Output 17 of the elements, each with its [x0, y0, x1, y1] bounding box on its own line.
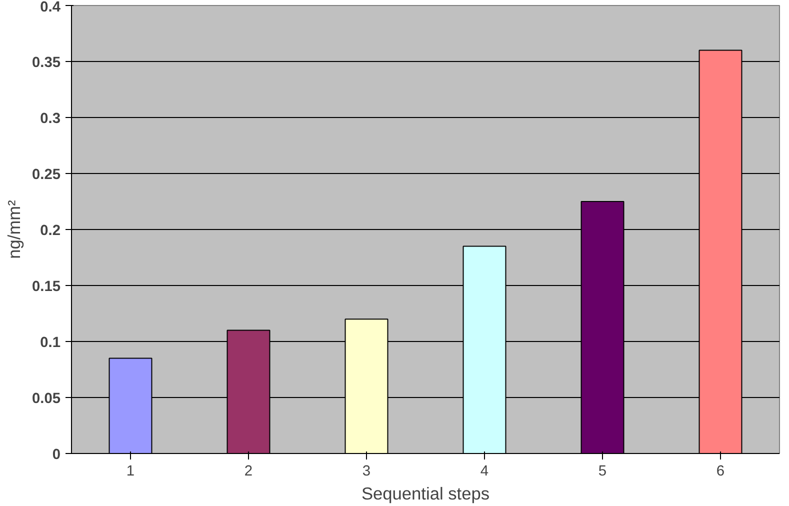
y-tick-label: 0.15 [32, 279, 61, 295]
y-tick-label: 0.35 [32, 55, 61, 71]
x-tick-label: 1 [126, 464, 135, 480]
y-tick-label: 0.25 [32, 167, 61, 183]
x-tick-label: 2 [244, 464, 253, 480]
y-tick-label: 0.2 [40, 223, 60, 239]
y-axis-title: ng/mm² [4, 200, 24, 259]
x-tick-label: 4 [480, 464, 489, 480]
x-tick-label: 3 [362, 464, 371, 480]
y-tick-label: 0.3 [40, 111, 60, 127]
y-tick-label: 0.05 [32, 391, 61, 407]
y-tick-label: 0.4 [40, 0, 62, 16]
x-axis-title: Sequential steps [361, 484, 490, 504]
x-tick-label: 5 [598, 464, 607, 480]
y-tick-label: 0.1 [40, 335, 60, 351]
y-tick-label: 0 [52, 447, 61, 463]
x-tick-label: 6 [716, 464, 725, 480]
